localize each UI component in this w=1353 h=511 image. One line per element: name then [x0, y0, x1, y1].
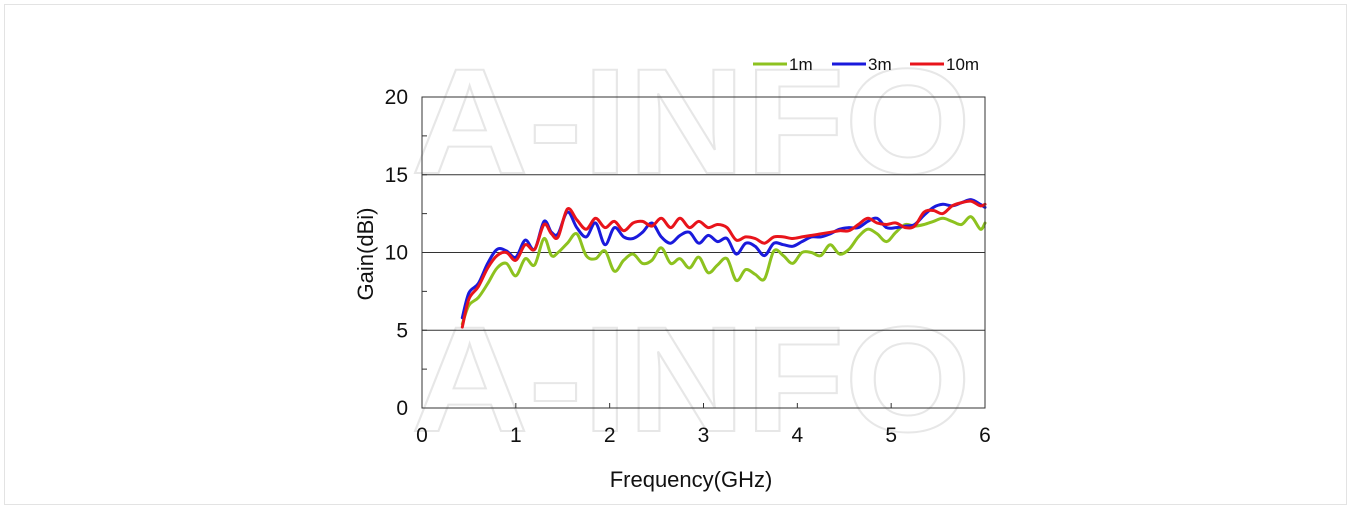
watermark-layer: A-INFO A-INFO: [410, 36, 972, 464]
series-line-10m: [460, 199, 987, 329]
y-tick-label: 15: [385, 164, 408, 187]
x-tick-label: 0: [416, 424, 428, 447]
x-tick-label: 3: [698, 424, 710, 447]
y-tick-label: 10: [385, 242, 408, 265]
plot-border: [421, 96, 986, 409]
watermark-text: A-INFO: [411, 37, 971, 205]
gridlines: [422, 174, 985, 331]
legend: 1m 3m 10m: [753, 55, 979, 74]
y-tick-label: 0: [396, 397, 408, 420]
gain-frequency-chart: A-INFO A-INFO 0 1 2 3 4 5 6 0 5 10 15 20 Frequency(G…: [353, 36, 991, 492]
x-tick-label: 1: [510, 424, 522, 447]
chart-frame: A-INFO A-INFO 0 1 2 3 4 5 6 0 5 10 15 20 Frequency(G…: [4, 4, 1347, 505]
x-tick-label: 5: [885, 424, 897, 447]
series-lines: [460, 198, 987, 329]
y-tick-label: 5: [396, 319, 408, 342]
y-tick-label: 20: [385, 86, 408, 109]
tick-labels: 0 1 2 3 4 5 6 0 5 10 15 20: [385, 86, 991, 447]
x-tick-label: 2: [604, 424, 616, 447]
x-axis-title: Frequency(GHz): [610, 467, 773, 492]
y-axis-title: Gain(dBi): [353, 208, 378, 301]
x-tick-label: 6: [979, 424, 991, 447]
legend-label-1m: 1m: [789, 55, 813, 74]
legend-label-10m: 10m: [946, 55, 979, 74]
watermark-text: A-INFO: [411, 295, 971, 463]
legend-label-3m: 3m: [868, 55, 892, 74]
x-tick-label: 4: [791, 424, 803, 447]
